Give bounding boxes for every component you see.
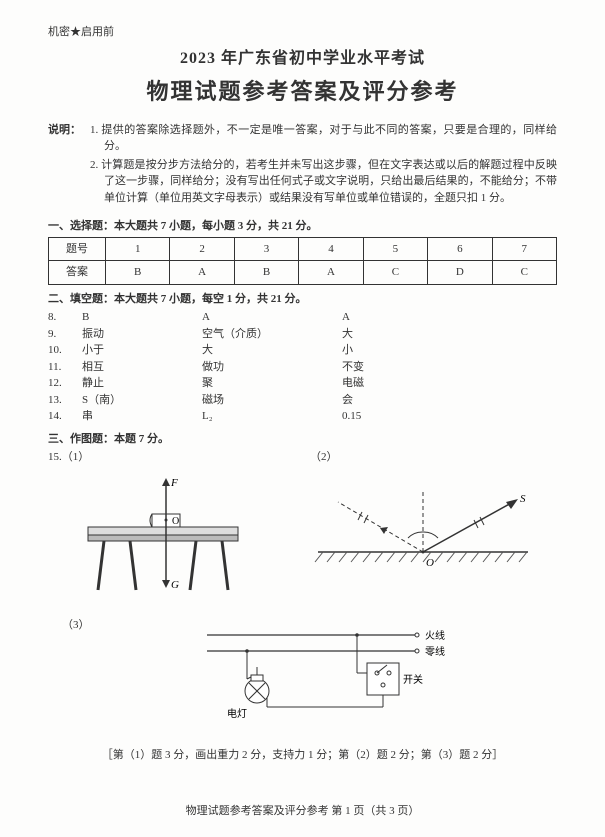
fill-qnum: 10.: [48, 342, 82, 359]
diag3-lamp-label: 电灯: [227, 707, 247, 720]
diagram-1-desk: O F G: [48, 472, 288, 608]
table-col-num: 1: [106, 237, 170, 261]
fill-ans-1: 静止: [82, 375, 202, 392]
fill-row: 11.相互做功不变: [48, 359, 557, 376]
table-col-num: 4: [299, 237, 363, 261]
table-header-label: 题号: [49, 237, 106, 261]
section-2-heading: 二、填空题：本大题共 7 小题，每空 1 分，共 21 分。: [48, 291, 557, 308]
table-col-num: 7: [492, 237, 556, 261]
diagram-2-reflection: S O: [288, 472, 557, 588]
instructions-label: 说明：: [48, 122, 90, 209]
exam-page: 机密★启用前 2023 年广东省初中学业水平考试 物理试题参考答案及评分参考 说…: [0, 0, 605, 837]
instructions-block: 说明： 1. 提供的答案除选择题外，不一定是唯一答案，对于与此不同的答案，只要是…: [48, 122, 557, 209]
page-footer: 物理试题参考答案及评分参考 第 1 页（共 3 页）: [0, 803, 605, 820]
confidential-mark: 机密★启用前: [48, 24, 557, 41]
q15-sub3-label: （3）: [48, 617, 116, 733]
table-answer: C: [492, 261, 556, 285]
fill-row: 10.小于大小: [48, 342, 557, 359]
fill-row: 9.振动空气（介质）大: [48, 326, 557, 343]
fill-row: 13.S（南）磁场会: [48, 392, 557, 409]
scoring-note: ［第（1）题 3 分，画出重力 2 分，支持力 1 分；第（2）题 2 分；第（…: [48, 747, 557, 764]
fill-ans-2: 磁场: [202, 392, 342, 409]
fill-qnum: 12.: [48, 375, 82, 392]
fill-row: 8.BAA: [48, 309, 557, 326]
table-answer: D: [428, 261, 492, 285]
fill-ans-3: A: [342, 309, 557, 326]
instructions-list: 1. 提供的答案除选择题外，不一定是唯一答案，对于与此不同的答案，只要是合理的，…: [90, 122, 557, 209]
fill-blank-block: 8.BAA9.振动空气（介质）大10.小于大小11.相互做功不变12.静止聚电磁…: [48, 309, 557, 425]
fill-ans-3: 0.15: [342, 408, 557, 425]
fill-ans-3: 小: [342, 342, 557, 359]
table-answer: A: [170, 261, 234, 285]
table-col-num: 6: [428, 237, 492, 261]
fill-ans-1: B: [82, 309, 202, 326]
mc-answer-table: 题号 1 2 3 4 5 6 7 答案 B A B A C D C: [48, 237, 557, 285]
fill-ans-3: 电磁: [342, 375, 557, 392]
fill-qnum: 8.: [48, 309, 82, 326]
fill-ans-2: 大: [202, 342, 342, 359]
fill-ans-3: 不变: [342, 359, 557, 376]
fill-ans-2: 做功: [202, 359, 342, 376]
diag3-live-label: 火线: [425, 629, 445, 642]
instruction-item: 1. 提供的答案除选择题外，不一定是唯一答案，对于与此不同的答案，只要是合理的，…: [90, 122, 557, 155]
table-col-num: 3: [234, 237, 298, 261]
diagram-row: O F G: [48, 472, 557, 608]
table-row-label: 答案: [49, 261, 106, 285]
fill-ans-2: L₂: [202, 408, 342, 425]
diag3-switch-label: 开关: [403, 673, 423, 686]
diag1-F-label: F: [170, 477, 178, 489]
fill-ans-3: 会: [342, 392, 557, 409]
fill-ans-1: 振动: [82, 326, 202, 343]
fill-ans-2: A: [202, 309, 342, 326]
diag1-O-label: O: [172, 516, 179, 527]
table-answer: B: [234, 261, 298, 285]
diag2-O-label: O: [426, 557, 434, 569]
table-answer: C: [363, 261, 427, 285]
fill-row: 14.串L₂0.15: [48, 408, 557, 425]
fill-qnum: 11.: [48, 359, 82, 376]
fill-ans-1: 串: [82, 408, 202, 425]
diag3-neutral-label: 零线: [425, 645, 445, 658]
table-col-num: 2: [170, 237, 234, 261]
section-1-heading: 一、选择题：本大题共 7 小题，每小题 3 分，共 21 分。: [48, 218, 557, 235]
fill-qnum: 13.: [48, 392, 82, 409]
q15-sub2-label: （2）: [310, 449, 338, 466]
title-line-2: 物理试题参考答案及评分参考: [48, 75, 557, 108]
diag1-G-label: G: [171, 579, 179, 591]
table-row: 答案 B A B A C D C: [49, 261, 557, 285]
title-line-1: 2023 年广东省初中学业水平考试: [48, 47, 557, 71]
diag2-S-label: S: [520, 493, 526, 505]
fill-ans-3: 大: [342, 326, 557, 343]
fill-ans-2: 空气（介质）: [202, 326, 342, 343]
fill-ans-1: 小于: [82, 342, 202, 359]
table-row: 题号 1 2 3 4 5 6 7: [49, 237, 557, 261]
table-answer: A: [299, 261, 363, 285]
section-3-heading: 三、作图题：本题 7 分。: [48, 431, 557, 448]
table-answer: B: [106, 261, 170, 285]
fill-qnum: 9.: [48, 326, 82, 343]
instruction-item: 2. 计算题是按分步方法给分的，若考生并未写出这步骤，但在文字表达或以后的解题过…: [90, 157, 557, 207]
fill-ans-2: 聚: [202, 375, 342, 392]
q15-label: 15.（1）: [48, 449, 102, 466]
fill-qnum: 14.: [48, 408, 82, 425]
diagram-3-row: （3） 火线 零线: [48, 617, 557, 733]
fill-row: 12.静止聚电磁: [48, 375, 557, 392]
fill-ans-1: S（南）: [82, 392, 202, 409]
q15-row: 15.（1） （2）: [48, 449, 557, 466]
fill-ans-1: 相互: [82, 359, 202, 376]
table-col-num: 5: [363, 237, 427, 261]
diagram-3-circuit: 火线 零线 开关: [116, 617, 557, 733]
